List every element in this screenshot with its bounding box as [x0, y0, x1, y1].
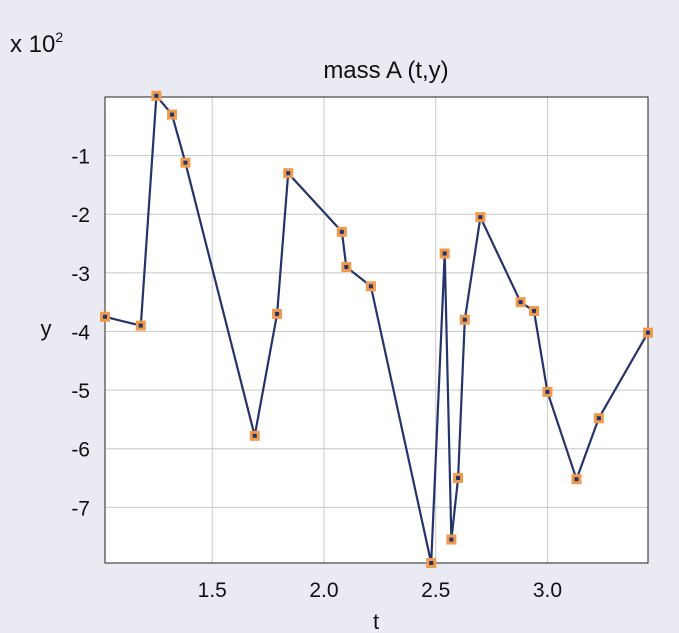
x-tick-label: 1.5	[198, 579, 227, 602]
y-tick-label: -3	[71, 263, 90, 286]
data-point-center	[154, 93, 159, 98]
y-tick-label: -7	[71, 497, 90, 520]
data-point-center	[478, 215, 483, 220]
data-point-center	[545, 389, 550, 394]
plot-area	[105, 97, 648, 563]
x-tick-label: 2.0	[309, 579, 338, 602]
y-multiplier: x 102	[10, 29, 63, 58]
data-point-center	[518, 300, 523, 305]
data-point-center	[449, 537, 454, 542]
x-axis-label: t	[373, 609, 379, 633]
data-point-center	[456, 476, 461, 481]
data-point-center	[532, 308, 537, 313]
y-tick-label: -2	[71, 204, 90, 227]
data-point-center	[646, 330, 650, 335]
data-point-center	[183, 160, 188, 165]
y-multiplier-exponent: 2	[55, 29, 63, 45]
x-tick-labels: 1.5 2.0 2.5 3.0	[198, 579, 562, 602]
series-group	[100, 90, 653, 568]
data-point-center	[339, 229, 344, 234]
data-point-center	[170, 112, 175, 117]
y-tick-label: -5	[71, 380, 90, 403]
data-point-center	[429, 561, 434, 565]
data-point-center	[462, 317, 467, 322]
y-tick-label: -6	[71, 439, 90, 462]
y-axis-label: y	[41, 316, 52, 341]
data-point-center	[596, 416, 601, 421]
data-point-center	[442, 251, 447, 256]
data-point-center	[286, 171, 291, 176]
data-point-center	[252, 433, 257, 438]
data-point-center	[275, 311, 280, 316]
data-point-center	[138, 323, 143, 328]
data-point-center	[368, 284, 373, 289]
y-multiplier-base: x 10	[10, 31, 55, 58]
y-tick-label: -1	[71, 146, 90, 169]
x-tick-label: 2.5	[421, 579, 450, 602]
y-tick-labels: -1 -2 -3 -4 -5 -6 -7	[71, 146, 90, 521]
data-point-center	[103, 314, 107, 319]
data-point-center	[344, 264, 349, 269]
x-tick-label: 3.0	[533, 579, 562, 602]
data-point-center	[574, 477, 579, 482]
chart-title: mass A (t,y)	[323, 57, 448, 84]
y-tick-label: -4	[71, 321, 90, 344]
gridlines	[105, 97, 648, 563]
